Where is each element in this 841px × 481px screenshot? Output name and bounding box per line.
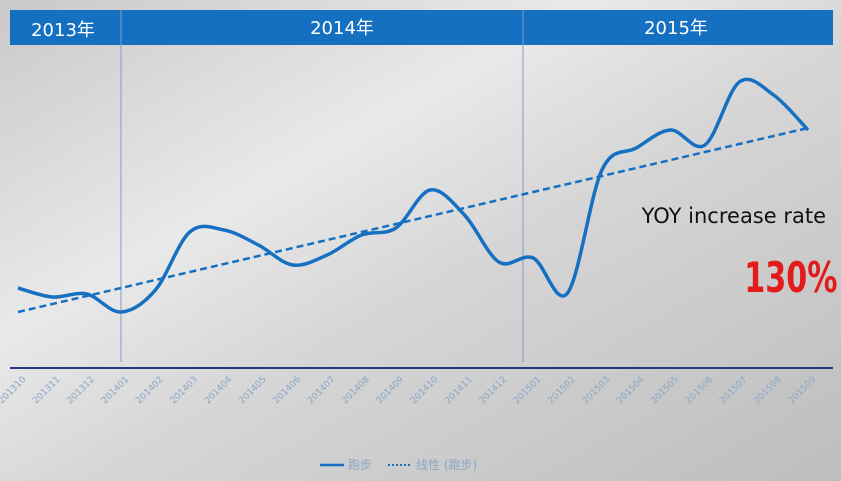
year-label: 2015年 bbox=[644, 18, 708, 39]
trend-line bbox=[17, 126, 809, 314]
data-line bbox=[17, 77, 810, 314]
year-label: 2014年 bbox=[310, 18, 374, 39]
legend-label: 线性 (跑步) bbox=[416, 458, 477, 472]
annotation: YOY increase rate bbox=[641, 204, 826, 228]
annotation-value: 130% bbox=[744, 253, 837, 302]
year-bar bbox=[10, 10, 833, 45]
legend-label: 跑步 bbox=[348, 458, 372, 472]
year-label: 2013年 bbox=[31, 20, 95, 41]
